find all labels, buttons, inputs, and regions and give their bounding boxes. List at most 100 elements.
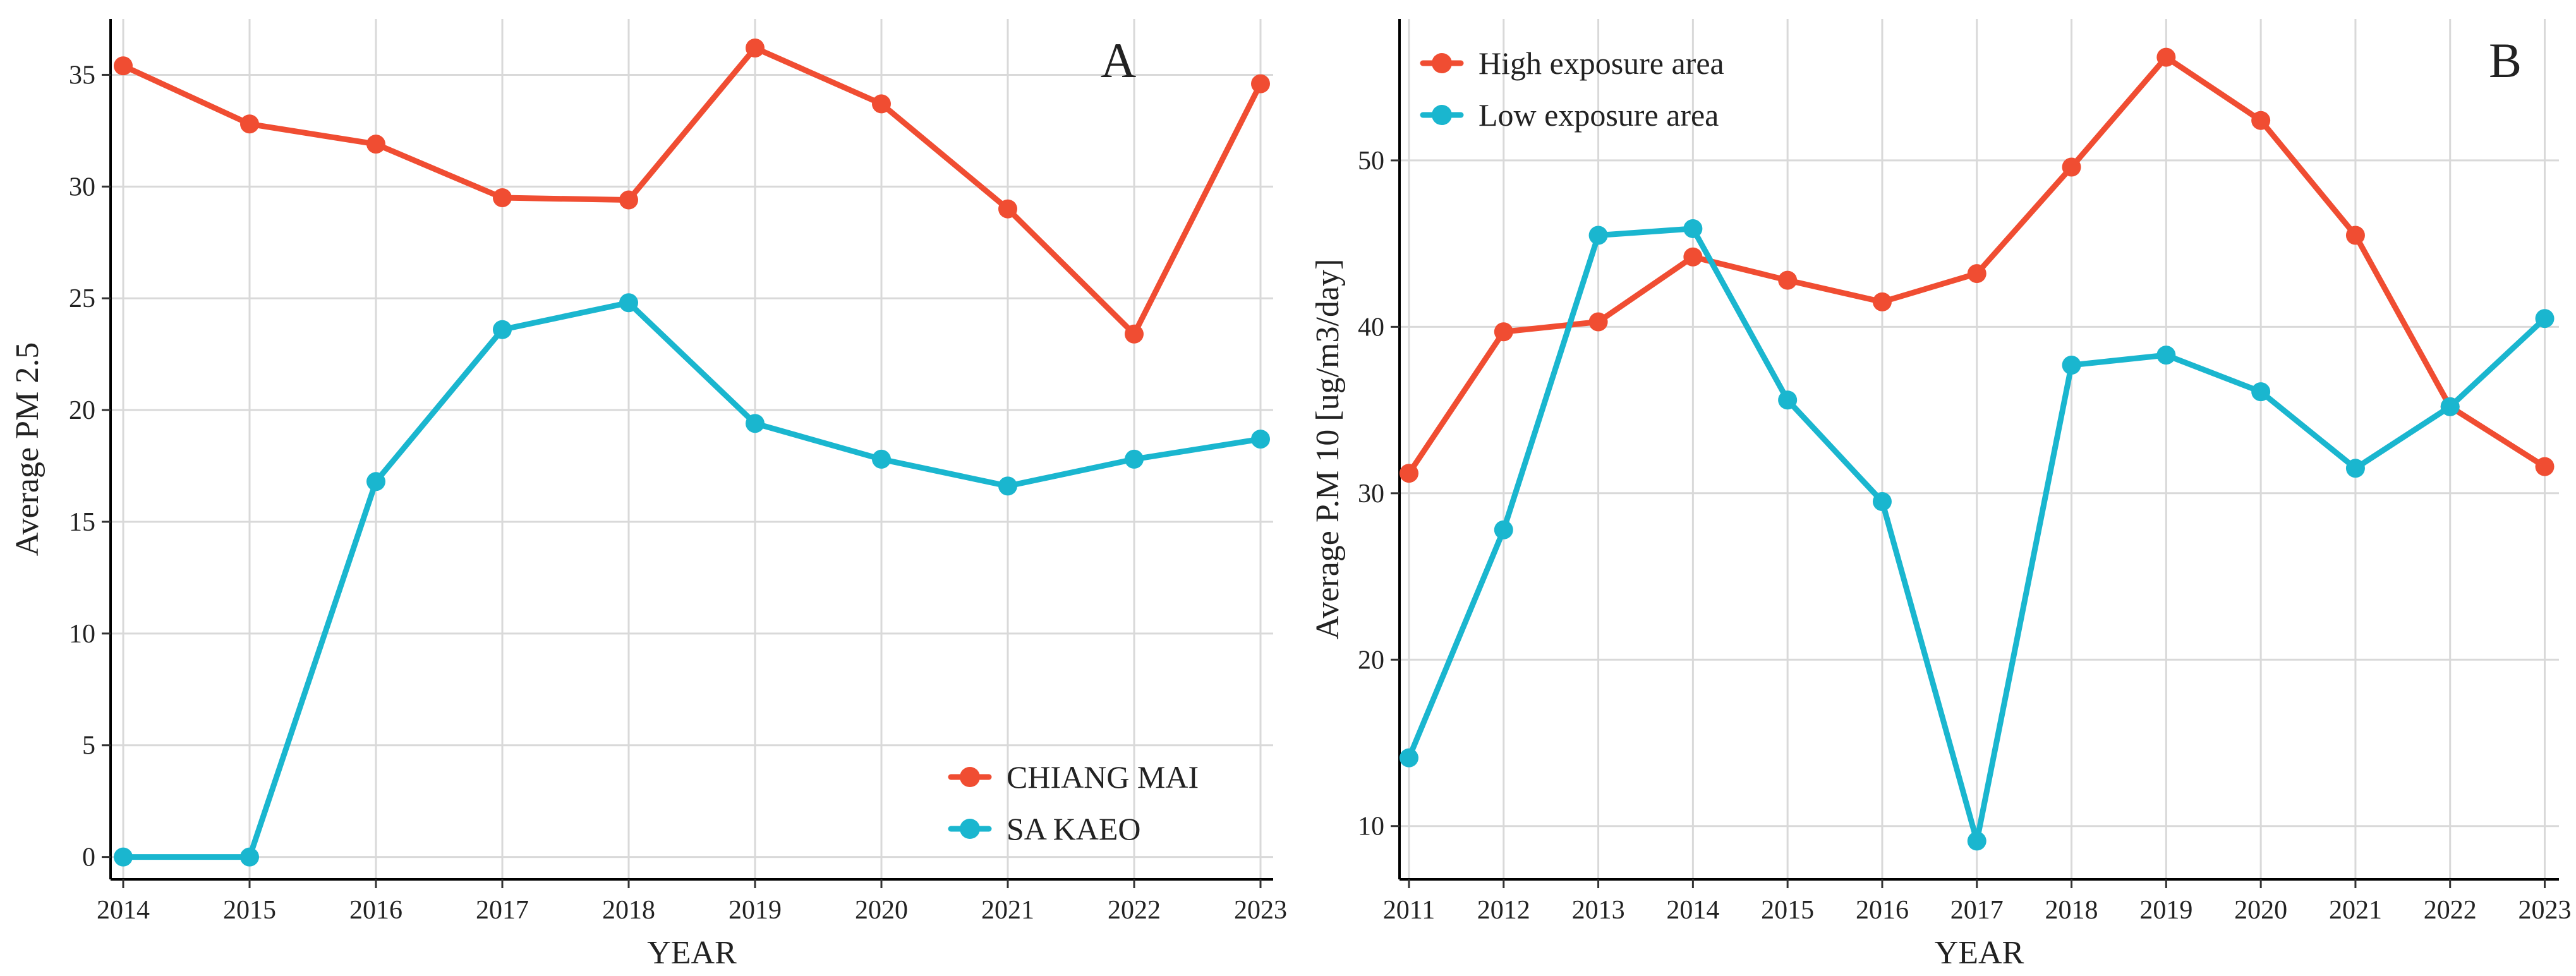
- data-point: [366, 472, 385, 491]
- x-tick-label: 2021: [2329, 896, 2382, 925]
- y-axis-title: Average P.M 10 [ug/m3/day]: [1310, 259, 1346, 640]
- data-point: [2535, 457, 2555, 476]
- x-tick-label: 2014: [1666, 896, 1719, 925]
- x-tick-label: 2017: [476, 896, 529, 925]
- series-line-1: [120, 45, 1264, 337]
- data-point: [493, 188, 512, 208]
- legend-key-marker: [960, 767, 980, 787]
- x-tick-label: 2018: [602, 896, 655, 925]
- data-point: [746, 38, 765, 57]
- y-tick-label: 20: [1358, 646, 1384, 675]
- data-point: [1683, 219, 1703, 238]
- data-point: [2062, 355, 2081, 375]
- x-tick-label: 2023: [1234, 896, 1287, 925]
- data-point: [240, 847, 259, 867]
- data-point: [619, 293, 638, 313]
- y-tick-label: 5: [82, 732, 95, 761]
- x-tick-label: 2012: [1477, 896, 1530, 925]
- x-tick-label: 2013: [1572, 896, 1625, 925]
- data-point: [872, 449, 891, 469]
- legend-label: CHIANG MAI: [1007, 759, 1199, 795]
- data-point: [2251, 111, 2271, 130]
- data-point: [1588, 312, 1608, 332]
- legend-label: High exposure area: [1478, 45, 1724, 81]
- y-axis-title: Average PM 2.5: [9, 342, 45, 556]
- x-tick-label: 2020: [855, 896, 908, 925]
- x-axis-title: YEAR: [1935, 935, 2024, 971]
- panel-letter: A: [1101, 33, 1136, 88]
- data-point: [1251, 74, 1270, 93]
- data-point: [1967, 264, 1986, 284]
- data-point: [1778, 390, 1798, 410]
- data-point: [1872, 292, 1892, 311]
- data-point: [2440, 397, 2460, 416]
- legend-key-marker: [1432, 53, 1452, 73]
- legend-label: SA KAEO: [1007, 811, 1141, 846]
- y-tick-label: 25: [69, 284, 95, 313]
- x-tick-label: 2015: [223, 896, 276, 925]
- data-point: [872, 94, 891, 114]
- x-tick-label: 2021: [981, 896, 1034, 925]
- x-tick-label: 2022: [2424, 896, 2477, 925]
- x-tick-label: 2019: [2139, 896, 2192, 925]
- x-tick-label: 2011: [1383, 896, 1435, 925]
- y-tick-label: 15: [69, 508, 95, 537]
- y-tick-label: 35: [69, 61, 95, 90]
- x-tick-label: 2016: [1856, 896, 1909, 925]
- panel-letter: B: [2489, 33, 2522, 88]
- data-point: [2156, 47, 2176, 67]
- x-tick-label: 2017: [1950, 896, 2004, 925]
- legend-key-marker: [960, 819, 980, 839]
- data-point: [2345, 226, 2365, 245]
- y-tick-label: 10: [1358, 812, 1384, 841]
- data-point: [2062, 157, 2081, 177]
- y-tick-label: 0: [82, 843, 95, 872]
- y-tick-label: 40: [1358, 313, 1384, 342]
- y-tick-label: 10: [69, 620, 95, 649]
- data-point: [1778, 270, 1798, 290]
- data-point: [619, 190, 638, 210]
- data-point: [1399, 748, 1418, 768]
- y-tick-label: 30: [1358, 479, 1384, 509]
- data-point: [1125, 324, 1144, 344]
- y-tick-label: 30: [69, 172, 95, 202]
- data-point: [998, 476, 1017, 496]
- data-point: [1399, 464, 1418, 483]
- data-point: [998, 199, 1017, 219]
- data-point: [240, 114, 259, 134]
- x-tick-label: 2018: [2045, 896, 2098, 925]
- data-point: [114, 56, 133, 76]
- x-tick-label: 2015: [1761, 896, 1814, 925]
- x-tick-label: 2019: [729, 896, 782, 925]
- legend-label: Low exposure area: [1478, 97, 1719, 133]
- legend-key-marker: [1432, 105, 1452, 125]
- x-tick-label: 2016: [349, 896, 402, 925]
- x-tick-label: 2020: [2234, 896, 2287, 925]
- data-point: [746, 414, 765, 433]
- data-point: [1494, 322, 1513, 342]
- x-axis-title: YEAR: [647, 935, 737, 971]
- data-point: [366, 135, 385, 154]
- data-point: [2156, 346, 2176, 365]
- y-tick-label: 20: [69, 396, 95, 425]
- data-point: [2535, 309, 2555, 328]
- series-line-2: [120, 299, 1264, 860]
- x-tick-label: 2023: [2519, 896, 2572, 925]
- chart-panel-b: 10 20 30 40 50 2011 2012 2013 2014 2015 2016 2017 20…: [1310, 19, 2572, 971]
- data-point: [493, 320, 512, 339]
- data-point: [1251, 430, 1270, 449]
- x-tick-label: 2014: [97, 896, 150, 925]
- data-point: [2345, 459, 2365, 478]
- chart-panel-a: 0 5 10 15 20 25 30 35 2014 2015 2016 2017 2018 2019 20…: [9, 19, 1287, 971]
- data-point: [1588, 226, 1608, 245]
- data-point: [1125, 449, 1144, 469]
- y-tick-label: 50: [1358, 147, 1384, 176]
- data-point: [114, 847, 133, 867]
- data-point: [1494, 520, 1513, 539]
- x-tick-label: 2022: [1108, 896, 1161, 925]
- data-point: [1967, 831, 1986, 851]
- data-point: [1872, 491, 1892, 511]
- data-point: [2251, 382, 2271, 402]
- data-point: [1683, 247, 1703, 267]
